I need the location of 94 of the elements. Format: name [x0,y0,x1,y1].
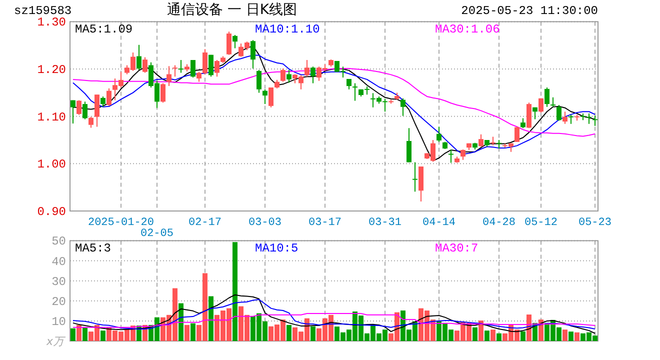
bar [310,326,316,341]
x-tick-label: 02-05 [140,228,174,240]
bar [190,323,196,341]
chart-title: 通信设备 一 日K线图 [166,2,298,18]
candlestick [280,68,286,82]
candlestick [526,102,532,129]
candlestick [304,60,310,78]
y-axis-title: x万 [45,335,66,348]
candlestick [232,34,238,49]
y-tick-label: 40 [52,254,66,269]
candlestick [520,118,526,129]
candlestick [592,115,598,126]
candlestick [586,113,592,124]
candlestick [556,104,562,122]
candlestick [286,69,292,84]
bar [70,328,76,341]
candlestick [550,96,556,108]
candlestick [400,98,406,116]
bar [100,330,106,341]
bar [562,330,568,341]
candlestick [136,44,142,70]
bar [478,320,484,341]
bar [178,303,184,341]
candlestick [544,86,550,108]
candlestick [256,69,262,94]
line-series [72,313,596,328]
candlestick [310,66,316,84]
candlestick [538,98,544,114]
candlestick [160,82,166,104]
x-tick-label: 04-28 [482,217,516,229]
x-tick-label: 05-12 [524,217,558,229]
bar [286,324,292,341]
y-tick-label: 10 [52,314,66,329]
candlestick [172,64,178,78]
text: MA30:1.06 [435,22,500,37]
bar [538,320,544,341]
bar [496,333,502,341]
candlestick [226,31,232,56]
y-tick-label: 1.20 [37,63,66,78]
text: MA5:3 [75,242,112,256]
candlestick [262,88,268,105]
bar [184,324,190,341]
bar [574,332,580,341]
candlestick [190,60,196,78]
candlestick [436,126,442,142]
bar [208,296,214,341]
candlestick [352,82,358,102]
bar [568,332,574,341]
y-tick-label: 20 [52,294,66,309]
bar [82,327,88,341]
bar [484,330,490,341]
candlestick [268,86,274,108]
candlestick [178,60,184,74]
x-tick-label: 02-17 [188,217,222,229]
y-tick-label: 0.90 [37,205,66,219]
x-tick-label: 04-14 [422,217,456,229]
candlestick [100,96,106,108]
y-tick-label: 50 [52,234,66,249]
bar [520,331,526,341]
x-tick-label: 2025-01-20 [88,217,154,229]
candlestick [448,148,454,164]
bar [76,324,82,341]
candlestick [412,162,418,192]
x-tick-label: 05-23 [578,217,612,229]
y-tick-label: 1.10 [37,110,66,124]
bar [472,327,478,341]
y-tick-label: 1.00 [37,158,66,172]
text: sz159583 [14,4,72,18]
text: MA30:7 [435,242,478,256]
bar [232,242,238,341]
candlestick [562,111,568,124]
candlestick [208,54,214,78]
text: MA10:5 [255,242,298,256]
candlestick [76,100,82,116]
candlestick [460,148,466,160]
candlestick [70,100,76,124]
x-tick-label: 03-17 [308,217,342,229]
candlestick [142,56,148,74]
candlestick [478,134,484,148]
bar [490,330,496,341]
candlestick [166,66,172,87]
x-tick-label: 03-31 [368,217,402,229]
candlestick [82,101,88,120]
x-tick-label: 03-03 [248,217,282,229]
y-tick-label: 1.30 [37,16,66,30]
text: 2025-05-23 11:30:00 [461,4,598,18]
series-label: MA10:1.10 [255,22,320,37]
candlestick [106,88,112,106]
text: MA5:1.09 [75,22,133,37]
y-tick-label: 30 [52,274,66,289]
candlestick [88,116,94,128]
candlestick [406,128,412,163]
candlestick [250,40,256,70]
candlestick [94,94,100,128]
